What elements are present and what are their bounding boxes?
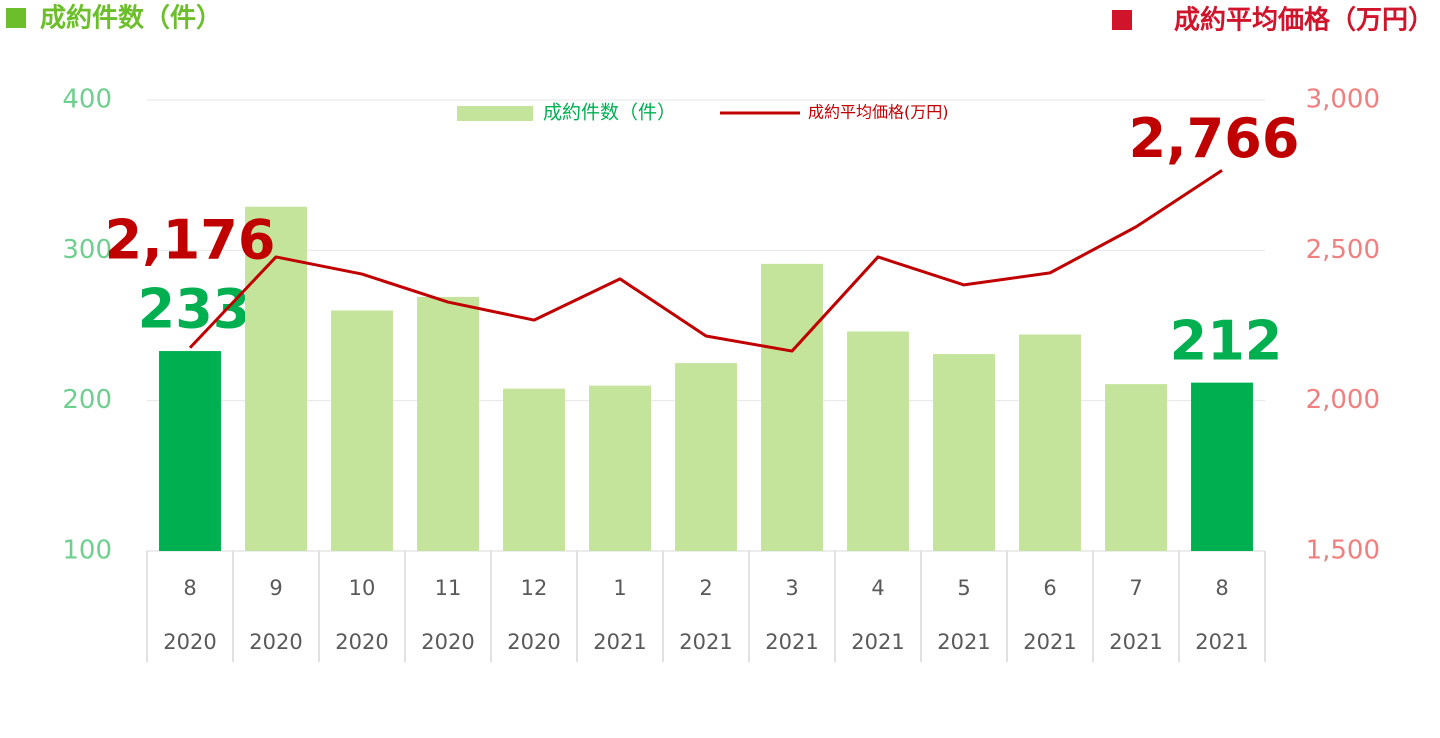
- x-tick-label: 5: [957, 576, 970, 600]
- legend-swatch: [457, 106, 533, 121]
- x-tick-label: 6: [1043, 576, 1056, 600]
- y-tick-label: 200: [62, 385, 112, 415]
- x-tick-label: 12: [521, 576, 548, 600]
- x-year-label: 2020: [249, 630, 302, 654]
- x-tick-label: 8: [183, 576, 196, 600]
- y2-tick-label: 1,500: [1306, 536, 1380, 566]
- data-label: 233: [138, 278, 251, 341]
- bar: [589, 385, 651, 551]
- x-year-label: 2021: [593, 630, 646, 654]
- x-year-label: 2021: [1195, 630, 1248, 654]
- bar: [331, 310, 393, 551]
- y-tick-label: 100: [62, 536, 112, 566]
- x-year-label: 2021: [1023, 630, 1076, 654]
- right-header-icon: [1112, 10, 1132, 30]
- x-tick-label: 11: [435, 576, 462, 600]
- bar: [245, 206, 307, 551]
- data-label: 2,766: [1129, 107, 1300, 170]
- y-axis-title: 成約件数（件）: [40, 3, 222, 34]
- x-tick-label: 1: [613, 576, 626, 600]
- bar: [847, 331, 909, 551]
- x-tick-label: 10: [349, 576, 376, 600]
- bar: [159, 351, 221, 551]
- x-year-label: 2020: [163, 630, 216, 654]
- x-year-label: 2020: [335, 630, 388, 654]
- legend-label: 成約件数（件）: [543, 102, 676, 124]
- y-tick-label: 300: [62, 235, 112, 265]
- y2-axis-title: 成約平均価格（万円）: [1174, 5, 1434, 36]
- line: [188, 169, 1223, 353]
- x-year-label: 2021: [765, 630, 818, 654]
- data-label: 2,176: [105, 208, 276, 271]
- y2-tick-label: 2,500: [1306, 235, 1380, 265]
- x-year-label: 2021: [1109, 630, 1162, 654]
- x-tick-label: 4: [871, 576, 884, 600]
- bar: [1191, 382, 1253, 551]
- x-tick-label: 8: [1215, 576, 1228, 600]
- bar: [503, 388, 565, 551]
- y2-tick-label: 3,000: [1306, 85, 1380, 115]
- y2-tick-label: 2,000: [1306, 385, 1380, 415]
- left-header-icon: [6, 8, 26, 28]
- x-year-label: 2020: [421, 630, 474, 654]
- bar: [675, 363, 737, 551]
- bar: [761, 263, 823, 551]
- x-tick-label: 3: [785, 576, 798, 600]
- x-year-label: 2021: [851, 630, 904, 654]
- x-tick-label: 9: [269, 576, 282, 600]
- bar: [417, 296, 479, 551]
- y-tick-label: 400: [62, 85, 112, 115]
- data-label: 212: [1170, 309, 1283, 372]
- x-tick-label: 7: [1129, 576, 1142, 600]
- x-year-label: 2020: [507, 630, 560, 654]
- bar: [1105, 384, 1167, 551]
- bar: [1019, 334, 1081, 551]
- legend-label: 成約平均価格(万円): [808, 103, 949, 122]
- x-year-label: 2021: [679, 630, 732, 654]
- x-tick-label: 2: [699, 576, 712, 600]
- x-year-label: 2021: [937, 630, 990, 654]
- bar: [933, 354, 995, 551]
